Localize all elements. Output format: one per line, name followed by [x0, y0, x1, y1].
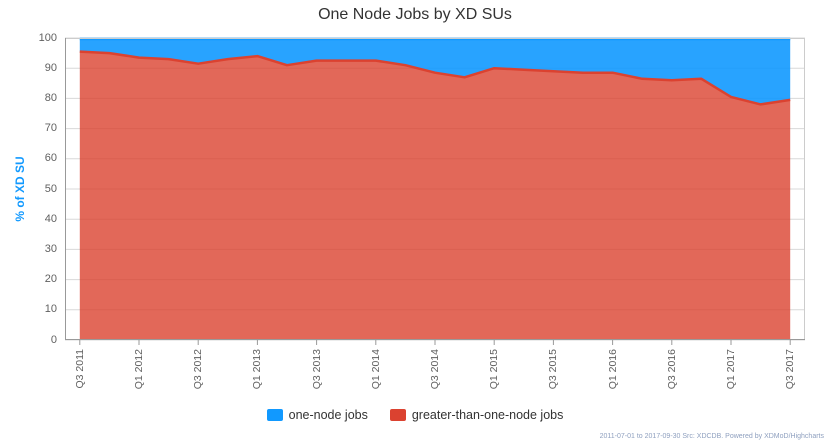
x-tick-label: Q3 2017 — [784, 349, 797, 390]
legend-item-one-node-jobs[interactable]: one-node jobs — [266, 408, 368, 422]
x-tick-label: Q1 2017 — [725, 349, 737, 390]
y-tick-label: 20 — [44, 273, 57, 286]
x-tick-label: Q3 2011 — [73, 349, 86, 389]
greater-than-one-node-line — [79, 50, 791, 106]
x-tick-label: Q3 2016 — [665, 349, 678, 390]
x-tick-label: Q1 2015 — [488, 349, 501, 390]
y-tick-label: 100 — [38, 31, 57, 44]
y-tick-label: 70 — [44, 122, 57, 135]
y-axis-labels: 0 10 20 30 40 50 60 70 80 90 100 — [0, 32, 57, 346]
legend: one-node jobs greater-than-one-node jobs — [0, 408, 830, 422]
y-tick-label: 0 — [50, 333, 57, 346]
y-tick-label: 80 — [44, 91, 57, 104]
x-tick-label: Q1 2013 — [251, 349, 264, 390]
x-tick-label: Q1 2012 — [133, 349, 145, 390]
y-tick-label: 60 — [44, 152, 57, 165]
legend-swatch-red — [389, 409, 406, 421]
x-tick-label: Q3 2013 — [310, 349, 323, 390]
plot-area — [65, 37, 805, 345]
credits-text: 2011-07-01 to 2017-09-30 Src: XDCDB. Pow… — [599, 433, 824, 440]
x-tick-label: Q1 2014 — [369, 349, 382, 390]
x-tick-label: Q1 2016 — [606, 349, 619, 390]
x-tick-label: Q3 2012 — [192, 349, 205, 390]
x-tick-label: Q3 2015 — [547, 349, 560, 390]
y-tick-label: 50 — [44, 182, 57, 195]
legend-label: one-node jobs — [288, 408, 368, 422]
chart-title: One Node Jobs by XD SUs — [318, 6, 512, 23]
y-tick-label: 10 — [44, 303, 57, 316]
y-tick-label: 40 — [44, 212, 57, 225]
legend-swatch-blue — [266, 409, 283, 421]
greater-than-one-node-area — [79, 51, 791, 340]
y-tick-label: 30 — [44, 242, 57, 255]
legend-label: greater-than-one-node jobs — [411, 408, 564, 422]
one-node-area — [79, 38, 791, 105]
y-tick-label: 90 — [44, 61, 57, 74]
x-tick-label: Q3 2014 — [429, 349, 441, 390]
legend-item-greater-than-one-node-jobs[interactable]: greater-than-one-node jobs — [389, 408, 564, 422]
